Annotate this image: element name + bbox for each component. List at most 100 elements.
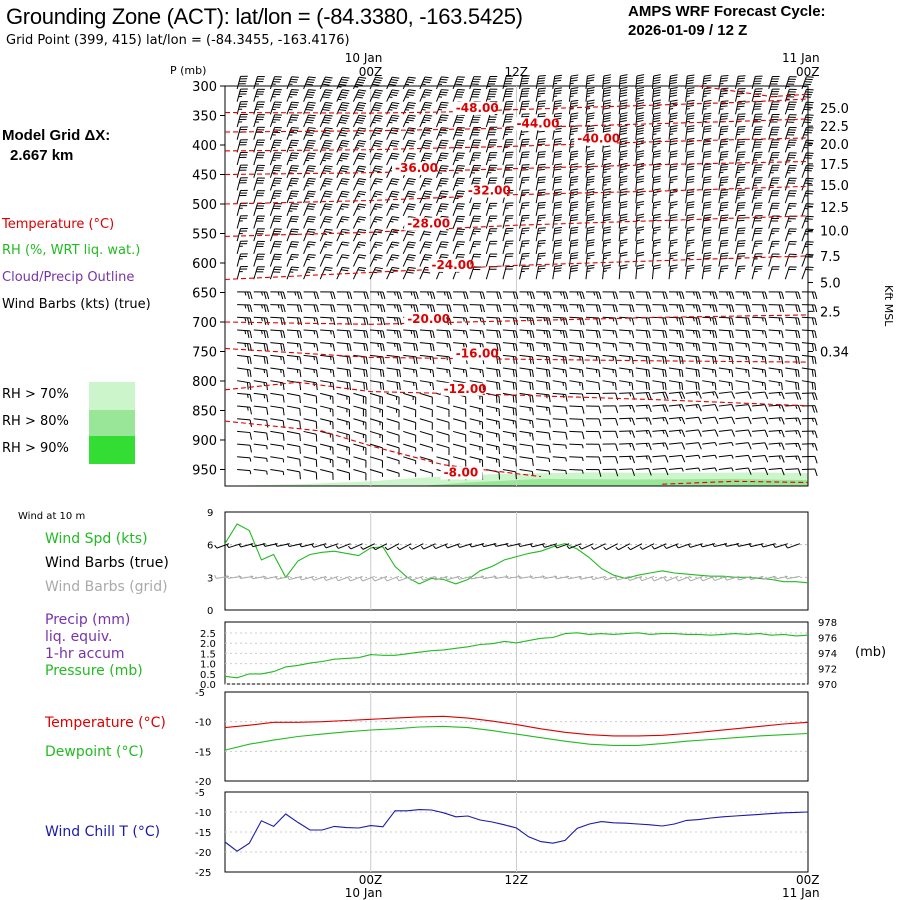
wind-barb: [718, 189, 729, 204]
wind-barb: [751, 113, 763, 128]
wind-barb: [652, 354, 667, 365]
forecast-cycle-label: AMPS WRF Forecast Cycle:: [628, 3, 826, 20]
wind-barb: [751, 189, 763, 204]
surface-wind-barb-grid: [700, 575, 716, 582]
wind-barb: [269, 215, 282, 229]
isotherm-label-bg: [513, 117, 556, 131]
wind-barb: [303, 456, 318, 467]
wind-barb: [419, 392, 433, 405]
wind-barb: [502, 367, 518, 378]
wind-barb: [502, 151, 514, 166]
isotherm-label-bg: [440, 466, 483, 480]
wind-barb: [801, 253, 814, 267]
wind-barb: [585, 354, 601, 365]
surface-wind-barb-grid: [214, 574, 230, 579]
wind-barb: [436, 76, 449, 90]
wind-barb: [752, 354, 767, 365]
wind-barb: [701, 163, 712, 178]
wind-barb: [269, 76, 282, 90]
wind-barb: [519, 227, 530, 242]
wind-barb: [403, 367, 418, 378]
wind-barb: [270, 304, 286, 313]
wind-barb: [752, 442, 769, 450]
wind-barb: [602, 201, 612, 216]
wind-barb: [336, 203, 350, 216]
wind-barb: [353, 380, 368, 391]
wind-barb: [635, 74, 645, 89]
wind-barb: [652, 467, 669, 476]
legend-rh: RH (%, WRT liq. wat.): [2, 243, 141, 258]
wind-barb: [668, 226, 678, 242]
wind-barb: [403, 443, 417, 452]
wind-barb: [701, 188, 712, 204]
wind-barb: [602, 74, 612, 89]
wind-barb: [768, 240, 780, 254]
temperature-line: [224, 715, 809, 737]
wind-barb: [369, 405, 383, 418]
wind-barb: [253, 139, 265, 153]
wind-barb: [469, 152, 482, 166]
wind-barb: [668, 416, 686, 425]
wind-barb: [668, 150, 678, 166]
wind-barb: [303, 127, 316, 140]
wind-barb: [237, 430, 252, 440]
bottom-date-label-11jan: 11 Jan: [782, 886, 820, 900]
wind-barb: [419, 329, 435, 339]
wind-barb: [519, 329, 535, 339]
surface-wind-barb-grid: [372, 575, 388, 582]
wind-barb: [403, 342, 418, 352]
legend-cloud: Cloud/Precip Outline: [2, 270, 135, 285]
wind-barb: [768, 404, 785, 412]
wind-barb: [568, 188, 579, 204]
wind-barb: [319, 89, 333, 102]
wind-barb: [602, 304, 618, 313]
legend-wind-barbs: Wind Barbs (kts) (true): [2, 297, 151, 312]
wind-barb: [319, 152, 333, 166]
wind-tick-label: 6: [207, 541, 213, 552]
wind-barb: [701, 176, 712, 191]
wind-barb: [403, 418, 417, 430]
surface-wind-barb-true: [603, 543, 618, 551]
wind-barb: [269, 177, 282, 191]
wind-barb: [734, 202, 746, 216]
wind-barb: [386, 329, 402, 339]
wind-barb: [569, 304, 585, 313]
wind-barb: [718, 329, 734, 339]
wind-barb: [768, 253, 780, 267]
wind-barb: [402, 89, 416, 102]
wind-barb: [303, 76, 316, 90]
wind-barb: [502, 329, 518, 339]
wind-barb: [469, 329, 485, 339]
wind-barb: [702, 304, 718, 313]
pressure-tick-label: 400: [192, 139, 217, 154]
wind-barb: [436, 354, 452, 365]
wind-barb: [735, 291, 751, 300]
wind-barb: [602, 380, 617, 391]
wind-barb: [320, 380, 335, 391]
wind-barb: [718, 252, 729, 267]
top-time-label-00z: 00Z: [359, 65, 383, 79]
wind-barb: [618, 226, 628, 242]
height-tick-label: 10.0: [820, 225, 849, 240]
wind-barb: [336, 405, 350, 417]
wind-barb: [452, 88, 465, 102]
wind-barb: [619, 329, 635, 339]
surface-wind-barb-grid: [627, 575, 643, 581]
wind-barb: [353, 405, 367, 417]
wind-barb: [419, 291, 436, 300]
wind-barb: [801, 468, 818, 477]
wind-barb: [269, 190, 282, 204]
surface-wind-barb-true: [372, 543, 388, 551]
wind-barb: [685, 329, 701, 339]
wind-barb: [734, 151, 746, 166]
legend-rh90-label: RH > 90%: [2, 441, 69, 456]
wind-speed-line: [224, 523, 809, 585]
surface-wind-barb-grid: [687, 575, 703, 582]
wind-barb: [352, 216, 367, 229]
wind-barb: [286, 203, 299, 216]
wind-barb: [402, 241, 416, 255]
wind-barb: [619, 455, 635, 464]
wind-barb: [785, 329, 801, 339]
wind-barb: [785, 430, 802, 438]
wind-barb: [718, 227, 729, 242]
